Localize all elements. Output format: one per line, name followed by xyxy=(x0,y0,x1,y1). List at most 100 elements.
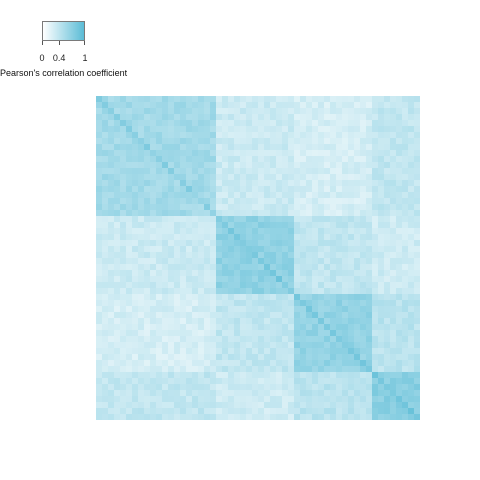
heatmap-cell xyxy=(144,228,151,235)
heatmap-cell xyxy=(168,318,175,325)
heatmap-cell xyxy=(144,144,151,151)
heatmap-cell xyxy=(114,396,121,403)
heatmap-cell xyxy=(234,342,241,349)
heatmap-cell xyxy=(192,120,199,127)
heatmap-cell xyxy=(240,402,247,409)
heatmap-cell xyxy=(198,300,205,307)
heatmap-cell xyxy=(108,168,115,175)
heatmap-cell xyxy=(192,246,199,253)
heatmap-cell xyxy=(264,366,271,373)
heatmap-cell xyxy=(138,282,145,289)
heatmap-cell xyxy=(186,372,193,379)
heatmap-cell xyxy=(228,204,235,211)
heatmap-cell xyxy=(330,366,337,373)
heatmap-cell xyxy=(348,354,355,361)
heatmap-cell xyxy=(222,222,229,229)
heatmap-cell xyxy=(300,180,307,187)
heatmap-cell xyxy=(282,306,289,313)
heatmap-cell xyxy=(102,228,109,235)
heatmap-cell xyxy=(216,402,223,409)
heatmap-cell xyxy=(204,312,211,319)
heatmap-cell xyxy=(186,228,193,235)
heatmap-cell xyxy=(240,378,247,385)
heatmap-cell xyxy=(288,204,295,211)
heatmap-cell xyxy=(186,108,193,115)
heatmap-cell xyxy=(138,312,145,319)
heatmap-cell xyxy=(342,360,349,367)
heatmap-cell xyxy=(174,384,181,391)
heatmap-cell xyxy=(264,354,271,361)
heatmap-cell xyxy=(240,354,247,361)
heatmap-cell xyxy=(414,240,420,247)
heatmap-cell xyxy=(258,390,265,397)
heatmap-cell xyxy=(366,408,373,415)
heatmap-cell xyxy=(270,102,277,109)
heatmap-cell xyxy=(180,180,187,187)
heatmap-cell xyxy=(336,306,343,313)
heatmap-cell xyxy=(114,186,121,193)
heatmap-cell xyxy=(204,294,211,301)
heatmap-cell xyxy=(414,384,420,391)
heatmap-cell xyxy=(306,366,313,373)
heatmap-cell xyxy=(324,372,331,379)
heatmap-cell xyxy=(318,246,325,253)
heatmap-cell xyxy=(402,108,409,115)
heatmap-cell xyxy=(396,162,403,169)
heatmap-cell xyxy=(336,204,343,211)
heatmap-cell xyxy=(102,258,109,265)
heatmap-cell xyxy=(342,132,349,139)
heatmap-cell xyxy=(336,96,343,103)
heatmap-cell xyxy=(258,384,265,391)
heatmap-cell xyxy=(102,360,109,367)
heatmap-cell xyxy=(360,132,367,139)
heatmap-cell xyxy=(294,360,301,367)
heatmap-cell xyxy=(270,294,277,301)
heatmap-cell xyxy=(366,180,373,187)
heatmap-cell xyxy=(372,246,379,253)
heatmap-cell xyxy=(198,252,205,259)
heatmap-cell xyxy=(360,402,367,409)
heatmap-cell xyxy=(258,126,265,133)
heatmap-cell xyxy=(126,120,133,127)
heatmap-cell xyxy=(186,222,193,229)
heatmap-cell xyxy=(228,366,235,373)
heatmap-cell xyxy=(216,276,223,283)
heatmap-cell xyxy=(210,168,217,175)
heatmap-cell xyxy=(330,186,337,193)
heatmap-cell xyxy=(342,414,349,420)
heatmap-cell xyxy=(246,222,253,229)
heatmap-cell xyxy=(336,264,343,271)
legend-tick xyxy=(42,41,43,45)
heatmap-cell xyxy=(156,282,163,289)
heatmap-cell xyxy=(246,264,253,271)
heatmap-cell xyxy=(138,138,145,145)
heatmap-cell xyxy=(150,348,157,355)
heatmap-cell xyxy=(312,150,319,157)
color-legend: 0 0.4 1 Pearson's correlation coefficient xyxy=(0,18,140,82)
heatmap-cell xyxy=(324,204,331,211)
heatmap-cell xyxy=(372,258,379,265)
heatmap-cell xyxy=(276,234,283,241)
heatmap-cell xyxy=(96,252,103,259)
heatmap-cell xyxy=(360,126,367,133)
heatmap-cell xyxy=(180,378,187,385)
heatmap-cell xyxy=(132,216,139,223)
heatmap-cell xyxy=(384,294,391,301)
heatmap-cell xyxy=(378,390,385,397)
heatmap-cell xyxy=(264,234,271,241)
heatmap-cell xyxy=(282,204,289,211)
heatmap-cell xyxy=(396,360,403,367)
heatmap-cell xyxy=(126,336,133,343)
heatmap-cell xyxy=(222,360,229,367)
heatmap-cell xyxy=(264,312,271,319)
heatmap-cell xyxy=(300,216,307,223)
heatmap-cell xyxy=(138,252,145,259)
heatmap-cell xyxy=(384,102,391,109)
heatmap-cell xyxy=(108,294,115,301)
heatmap-cell xyxy=(96,378,103,385)
heatmap-cell xyxy=(126,108,133,115)
heatmap-cell xyxy=(270,342,277,349)
heatmap-cell xyxy=(120,282,127,289)
heatmap-cell xyxy=(186,312,193,319)
heatmap-cell xyxy=(222,264,229,271)
